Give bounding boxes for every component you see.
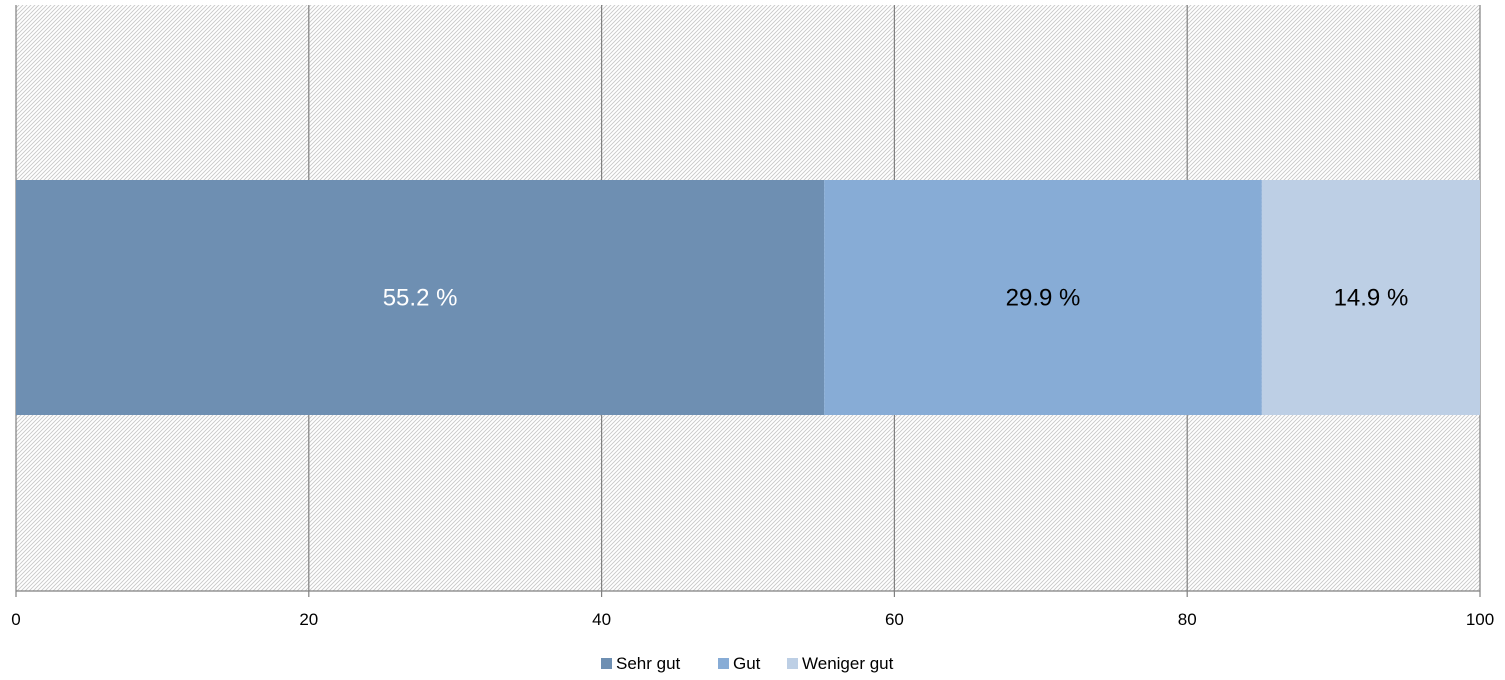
legend-label-0: Sehr gut — [616, 654, 681, 673]
bar-segment-0 — [16, 180, 825, 415]
x-tick-label-4: 80 — [1178, 610, 1197, 629]
x-axis: 0 20 40 60 80 100 — [11, 590, 1494, 629]
bar-segment-2 — [1261, 180, 1480, 415]
legend-swatch-2 — [787, 658, 798, 669]
bar-segment-1 — [824, 180, 1262, 415]
legend-swatch-0 — [601, 658, 612, 669]
legend: Sehr gut Gut Weniger gut — [601, 654, 894, 673]
x-tick-label-0: 0 — [11, 610, 20, 629]
x-tick-label-1: 20 — [299, 610, 318, 629]
data-label-1: 29.9 % — [1006, 285, 1081, 312]
data-label-0: 55.2 % — [383, 285, 458, 312]
legend-swatch-1 — [718, 658, 729, 669]
data-label-2: 14.9 % — [1334, 285, 1409, 312]
x-tick-label-2: 40 — [592, 610, 611, 629]
legend-label-2: Weniger gut — [802, 654, 894, 673]
x-tick-label-5: 100 — [1466, 610, 1494, 629]
legend-label-1: Gut — [733, 654, 761, 673]
bar-group: 55.2 % 29.9 % 14.9 % — [16, 180, 1480, 415]
x-tick-label-3: 60 — [885, 610, 904, 629]
